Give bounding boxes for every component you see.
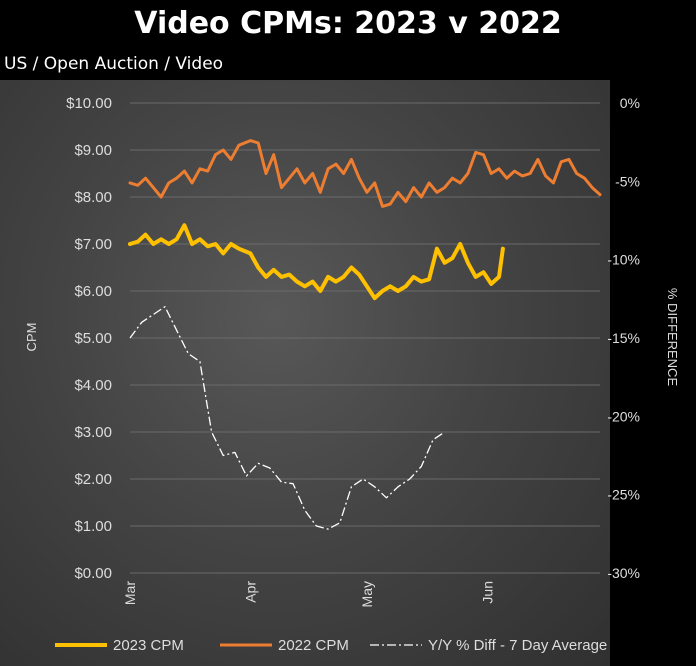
series-lines bbox=[128, 139, 602, 530]
y-tick-label: $8.00 bbox=[74, 189, 112, 206]
y-tick-label: $5.00 bbox=[74, 330, 112, 347]
series-line bbox=[129, 306, 445, 530]
y-axis-label: CPM bbox=[24, 323, 39, 352]
y-tick-label: $2.00 bbox=[74, 471, 112, 488]
y-tick-label: $10.00 bbox=[66, 95, 112, 112]
y-tick-label: $9.00 bbox=[74, 142, 112, 159]
y-tick-label: $6.00 bbox=[74, 283, 112, 300]
y-tick-label: $4.00 bbox=[74, 377, 112, 394]
x-tick-label: Jun bbox=[479, 581, 495, 604]
legend-label: Y/Y % Diff - 7 Day Average bbox=[428, 637, 607, 654]
y2-tick-label: -5% bbox=[615, 173, 640, 189]
y2-tick-label: -20% bbox=[607, 408, 640, 424]
series-line bbox=[128, 139, 602, 208]
x-tick-label: May bbox=[359, 581, 375, 607]
y-tick-label: $3.00 bbox=[74, 424, 112, 441]
series-line bbox=[128, 223, 505, 301]
y2-tick-label: -25% bbox=[607, 487, 640, 503]
y2-tick-label: -10% bbox=[607, 252, 640, 268]
y-tick-label: $0.00 bbox=[74, 565, 112, 582]
legend-label: 2022 CPM bbox=[278, 637, 349, 654]
y2-tick-label: -30% bbox=[607, 565, 640, 581]
x-axis-ticks: Mar Apr May Jun bbox=[122, 581, 495, 608]
y2-tick-label: 0% bbox=[620, 95, 640, 111]
right-axis-ticks: -30% -25% -20% -15% -10% -5% 0% bbox=[607, 95, 640, 581]
chart-title: Video CPMs: 2023 v 2022 bbox=[134, 6, 562, 41]
gridlines bbox=[130, 102, 600, 574]
y2-axis-label: % DIFFERENCE bbox=[665, 288, 680, 387]
y-tick-label: $1.00 bbox=[74, 518, 112, 535]
legend: 2023 CPM 2022 CPM Y/Y % Diff - 7 Day Avera… bbox=[55, 637, 607, 654]
left-axis-ticks: $0.00 $1.00 $2.00 $3.00 $4.00 $5.00 $6.00 $7.00… bbox=[66, 95, 112, 582]
y2-tick-label: -15% bbox=[607, 330, 640, 346]
chart-subtitle: US / Open Auction / Video bbox=[4, 54, 224, 74]
legend-label: 2023 CPM bbox=[113, 637, 184, 654]
x-tick-label: Apr bbox=[242, 581, 258, 603]
y-tick-label: $7.00 bbox=[74, 236, 112, 253]
x-tick-label: Mar bbox=[122, 581, 138, 605]
